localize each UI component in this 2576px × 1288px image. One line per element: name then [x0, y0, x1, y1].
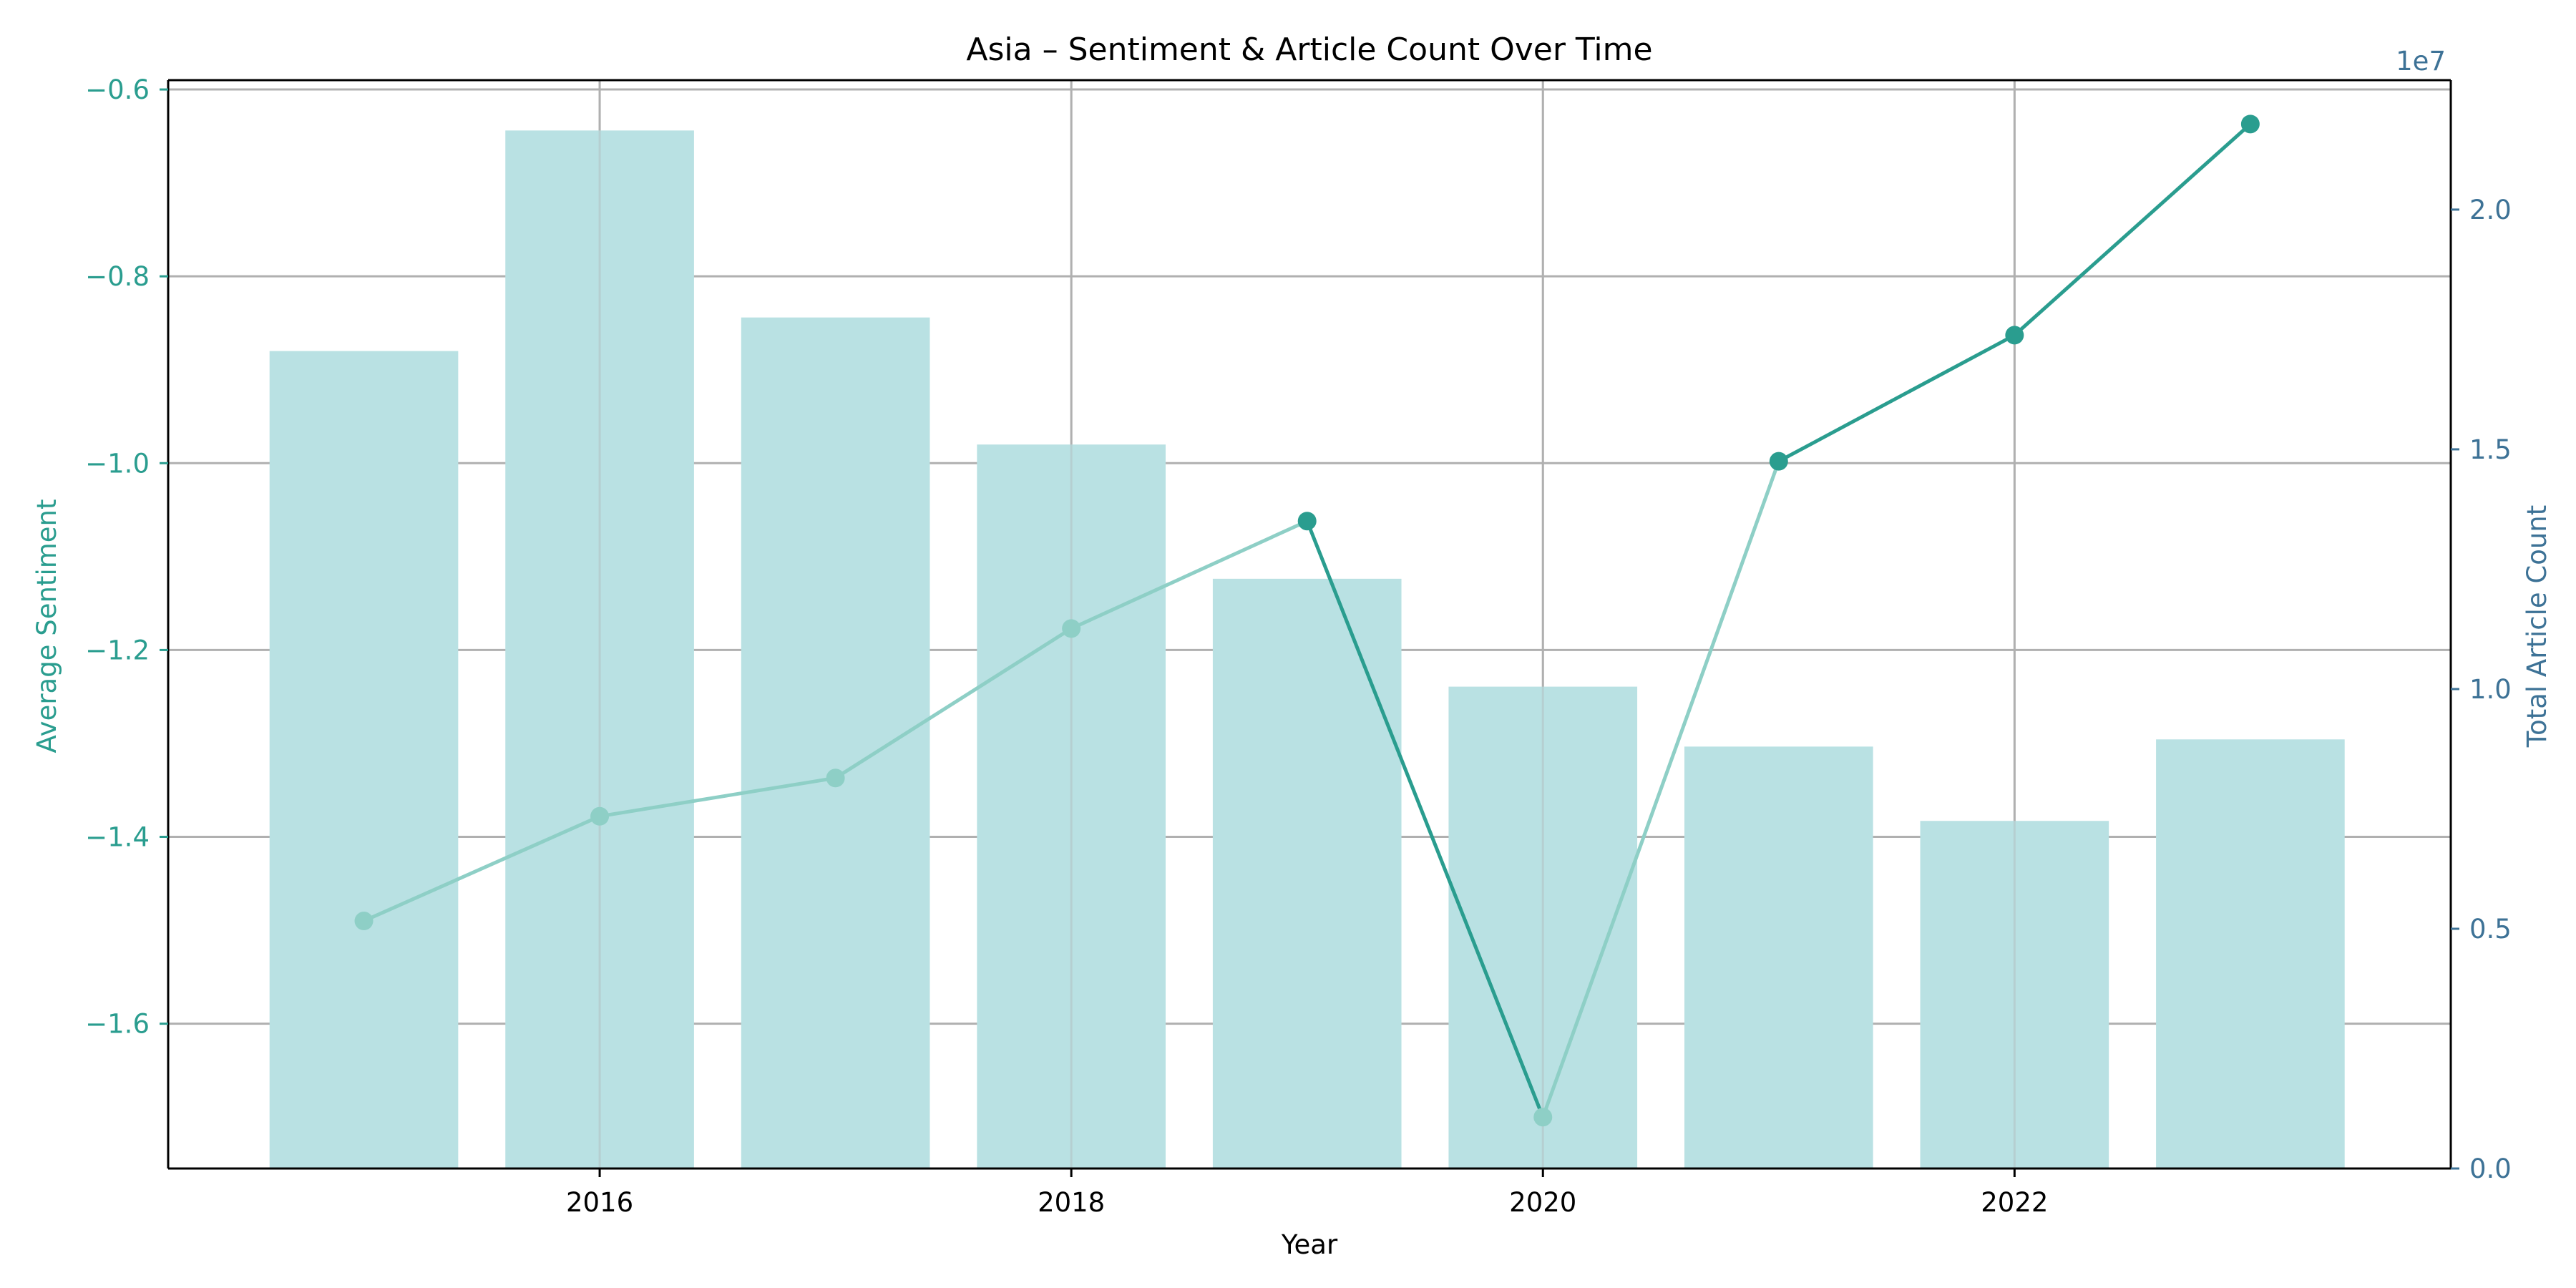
bar-2022	[1920, 821, 2109, 1169]
chart-title: Asia – Sentiment & Article Count Over Ti…	[966, 31, 1652, 68]
bar-2021	[1684, 746, 1873, 1169]
line-segment-5	[1541, 460, 1781, 1118]
x-axis-label: Year	[1281, 1229, 1338, 1260]
y-right-tick-label-2: 1.0	[2469, 674, 2512, 705]
y-right-tick-label-0: 0.0	[2469, 1153, 2512, 1184]
grid-lines-over-bars	[598, 80, 2016, 1169]
line-segment-2	[834, 627, 1073, 780]
y-left-tick-label-3: −1.0	[85, 448, 150, 479]
point-2020	[1533, 1108, 1553, 1127]
x-tick-label-0: 2016	[566, 1187, 633, 1218]
sentiment-line	[354, 114, 2260, 1127]
y-right-tick-label-1: 0.5	[2469, 914, 2512, 945]
x-tick-label-3: 2022	[1981, 1187, 2048, 1218]
y-axis-right-multiplier: 1e7	[2396, 46, 2446, 77]
y-left-tick-label-4: −0.8	[85, 261, 150, 292]
point-2021	[1769, 452, 1788, 471]
point-2016	[590, 806, 610, 826]
bar-2018	[977, 444, 1166, 1169]
point-2019	[1297, 512, 1317, 531]
x-tick-label-1: 2018	[1038, 1187, 1105, 1218]
point-2017	[826, 769, 845, 788]
y-left-tick-label-2: −1.2	[85, 635, 150, 665]
y-axis-right-label: Total Article Count	[2522, 505, 2552, 748]
y-left-tick-label-5: −0.6	[85, 74, 150, 105]
bar-2020	[1448, 686, 1638, 1169]
y-axis-left-label: Average Sentiment	[31, 499, 62, 753]
y-left-tick-label-1: −1.4	[85, 822, 150, 853]
line-segment-4	[1305, 520, 1545, 1118]
y-left-tick-label-0: −1.6	[85, 1009, 150, 1040]
line-segment-1	[599, 776, 836, 819]
y-right-tick-label-3: 1.5	[2469, 434, 2512, 465]
point-2015	[354, 912, 374, 931]
line-segment-3	[1070, 519, 1308, 630]
x-tick-label-2: 2020	[1509, 1187, 1576, 1218]
line-segment-0	[363, 814, 601, 923]
bar-2019	[1212, 578, 1402, 1169]
line-segment-6	[1777, 333, 2016, 463]
point-2023	[2240, 114, 2260, 134]
bar-2017	[741, 317, 930, 1169]
axes: 2016 2018 2020 2022 −1.6 −1.4 −1.2 −1.0 −0.8 −0.6…	[85, 74, 2512, 1218]
bar-2016	[505, 130, 694, 1169]
bar-2015	[269, 351, 459, 1169]
y-right-tick-label-4: 2.0	[2469, 195, 2512, 225]
article-count-bars	[269, 130, 2345, 1169]
point-2022	[2005, 326, 2024, 345]
line-segment-7	[2013, 122, 2252, 337]
bar-2023	[2156, 739, 2345, 1169]
point-2018	[1062, 619, 1081, 638]
